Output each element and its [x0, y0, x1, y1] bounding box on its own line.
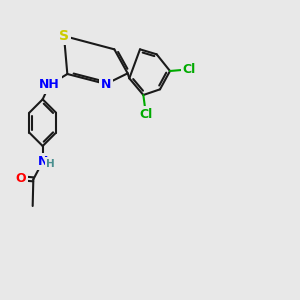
Text: O: O: [16, 172, 26, 185]
Text: N: N: [38, 155, 48, 168]
Text: Cl: Cl: [140, 109, 153, 122]
Text: N: N: [101, 77, 111, 91]
Text: H: H: [46, 159, 55, 169]
Text: NH: NH: [39, 79, 60, 92]
Text: S: S: [59, 29, 69, 43]
Text: Cl: Cl: [183, 63, 196, 76]
